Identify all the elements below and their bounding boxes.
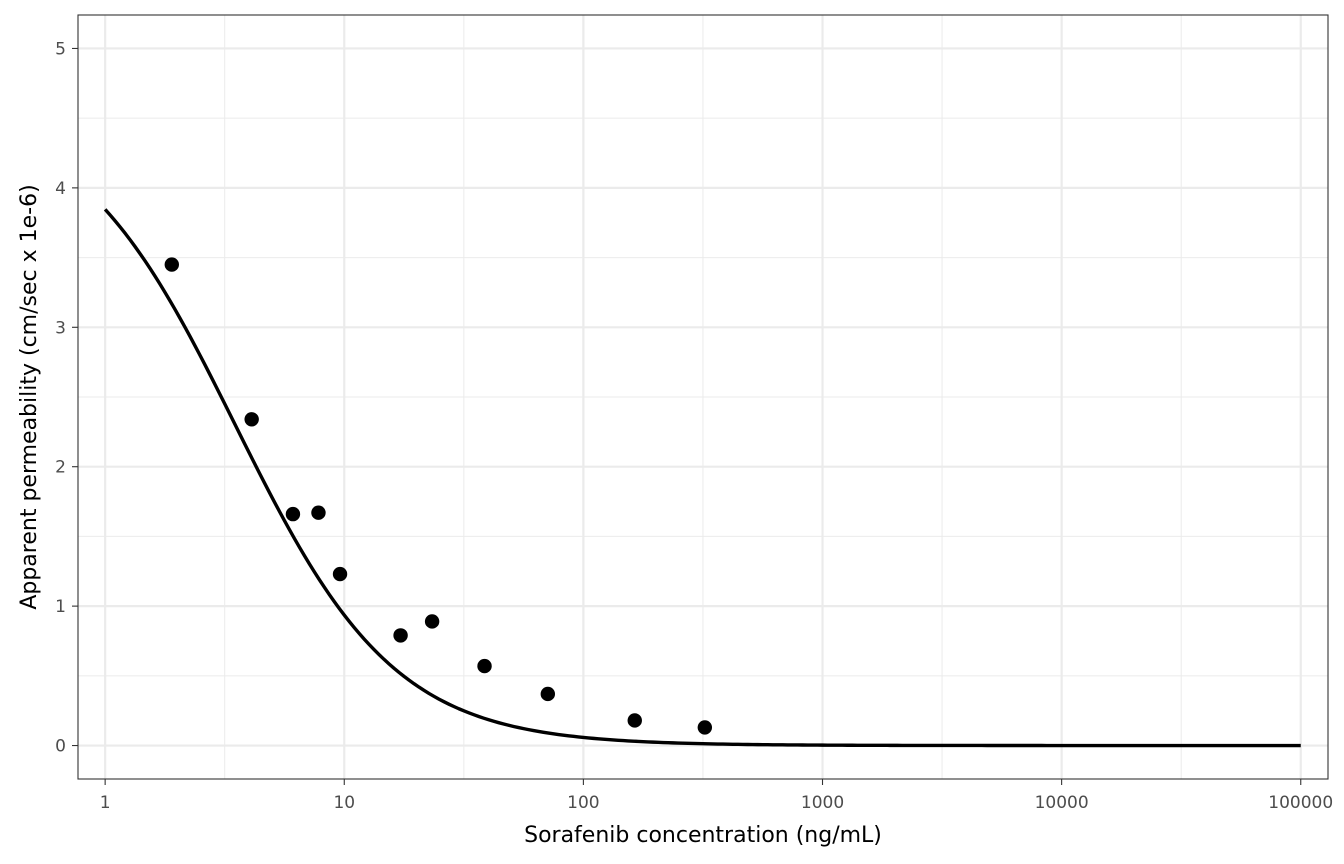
data-point [311, 505, 326, 520]
major-gridlines [78, 15, 1328, 779]
data-point [393, 628, 408, 643]
data-point [540, 686, 556, 702]
x-tick-label: 100000 [1268, 793, 1333, 813]
data-points-layer [164, 257, 713, 735]
y-tick-label: 3 [55, 318, 66, 338]
x-tick-label: 1000 [801, 793, 844, 813]
y-tick-label: 0 [55, 737, 66, 757]
data-point [627, 713, 642, 728]
y-axis: 0 1 2 3 4 5 [55, 39, 78, 757]
y-tick-label: 2 [55, 458, 66, 478]
x-tick-label: 10000 [1035, 793, 1089, 813]
y-tick-label: 5 [55, 39, 66, 59]
data-point [332, 566, 348, 582]
data-point [285, 506, 301, 522]
x-tick-label: 1 [100, 793, 111, 813]
x-tick-label: 10 [333, 793, 355, 813]
x-axis: 1 10 100 1000 10000 100000 [100, 779, 1333, 813]
y-tick-label: 1 [55, 597, 66, 617]
data-point [244, 412, 259, 427]
plot-panel-border [77, 14, 1329, 780]
y-tick-label: 4 [55, 179, 66, 199]
x-tick-label: 100 [567, 793, 599, 813]
data-point [697, 720, 713, 735]
x-axis-title: Sorafenib concentration (ng/mL) [524, 823, 882, 848]
minor-gridlines [78, 15, 1328, 779]
data-point [164, 257, 179, 272]
y-axis-title: Apparent permeability (cm/sec x 1e-6) [17, 184, 42, 609]
fit-curve-line [103, 208, 1301, 748]
fit-curve-layer [103, 208, 1301, 748]
data-point [424, 614, 440, 629]
data-point [477, 658, 492, 674]
